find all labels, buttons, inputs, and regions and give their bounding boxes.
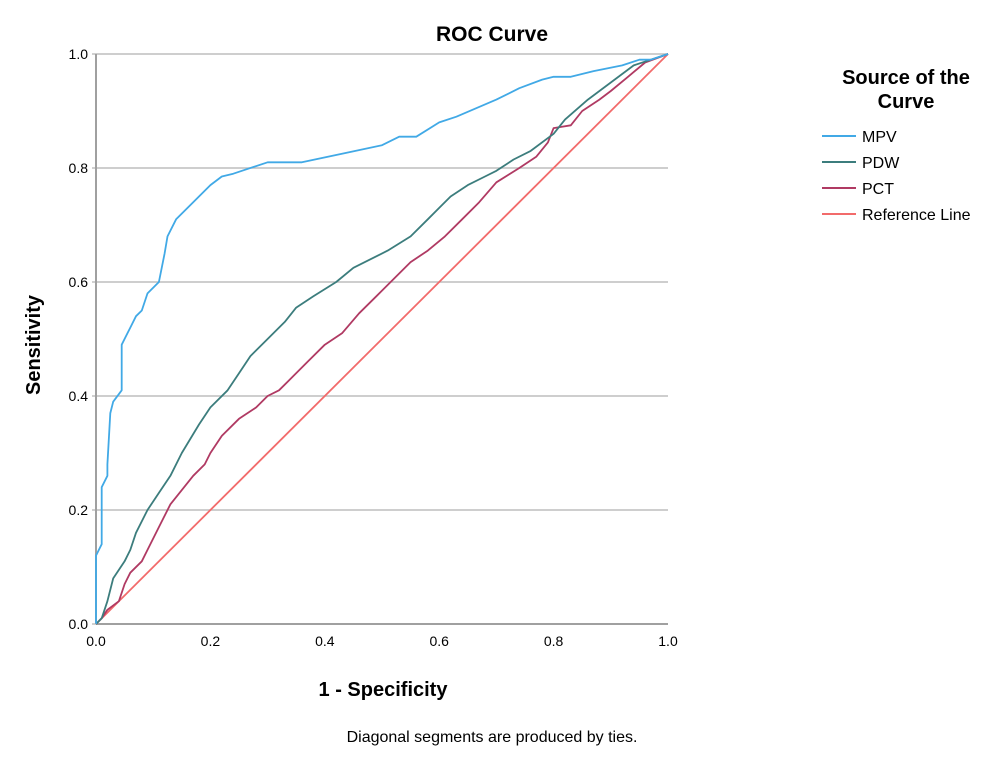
- x-tick-label: 0.4: [315, 633, 335, 649]
- legend-label-pdw: PDW: [862, 155, 900, 172]
- y-tick-label: 1.0: [69, 46, 89, 62]
- grid-lines: [96, 53, 668, 511]
- legend-label-reference-line: Reference Line: [862, 207, 971, 224]
- x-tick-label: 0.8: [544, 633, 564, 649]
- legend-title-line-2: Curve: [878, 91, 935, 113]
- x-tick-label: 0.0: [86, 633, 106, 649]
- series-line-mpv: [95, 53, 669, 624]
- chart-title: ROC Curve: [436, 23, 548, 46]
- legend: Source of the Curve MPV PDW PCT Reference L…: [822, 67, 971, 224]
- y-tick-label: 0.2: [69, 502, 89, 518]
- y-axis-title: Sensitivity: [23, 294, 45, 395]
- y-tick-label: 0.4: [69, 388, 89, 404]
- legend-label-mpv: MPV: [862, 129, 897, 146]
- series-lines: [95, 53, 669, 625]
- series-line-reference-line: [95, 53, 669, 625]
- x-axis-title: 1 - Specificity: [319, 679, 449, 701]
- x-tick-label: 0.2: [201, 633, 221, 649]
- footnote: Diagonal segments are produced by ties.: [347, 729, 638, 746]
- y-tick-label: 0.6: [69, 274, 89, 290]
- x-tick-label: 0.6: [429, 633, 449, 649]
- axes: [95, 54, 668, 625]
- y-tick-label: 0.0: [69, 616, 89, 632]
- series-line-pdw: [95, 53, 669, 625]
- x-tick-label: 1.0: [658, 633, 678, 649]
- series-line-pct: [95, 53, 669, 625]
- legend-label-pct: PCT: [862, 181, 894, 198]
- y-tick-label: 0.8: [69, 160, 89, 176]
- legend-title-line-1: Source of the: [842, 67, 970, 89]
- tick-labels: 0.0 0.2 0.4 0.6 0.8 1.0 0.0 0.2 0.4 0.6 0.8 1.0: [69, 46, 678, 649]
- legend-items: MPV PDW PCT Reference Line: [822, 129, 971, 224]
